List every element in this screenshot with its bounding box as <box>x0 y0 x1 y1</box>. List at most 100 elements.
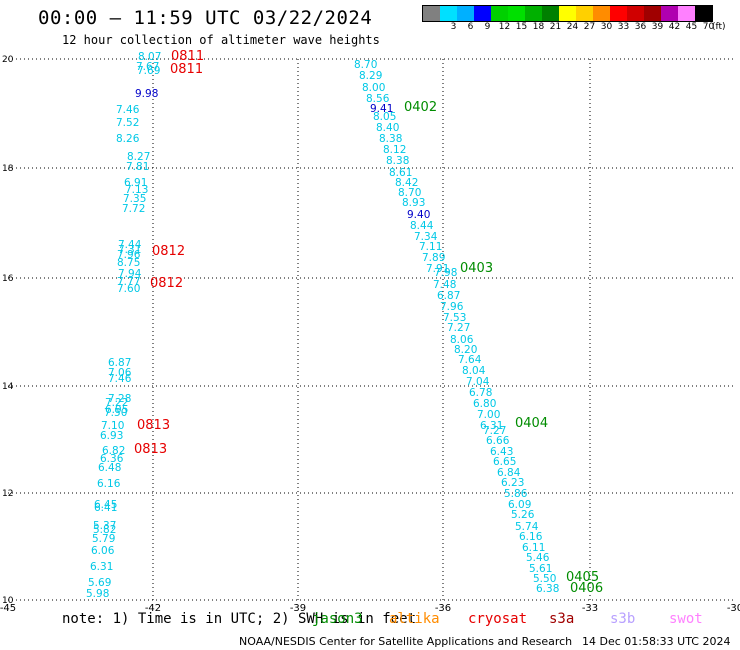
satellite-s3a: s3a <box>549 611 575 627</box>
swh-value-a: 7.35 <box>123 193 146 205</box>
swh-value-b: 7.96 <box>440 301 464 313</box>
legend-label: 33 <box>617 22 630 32</box>
legend-swatch <box>576 6 593 21</box>
legend-label: 24 <box>566 22 579 32</box>
x-tick-label: -45 <box>0 603 16 614</box>
x-tick-label: -36 <box>435 603 451 614</box>
swh-value-b: 5.46 <box>526 552 550 564</box>
swh-value-b: 6.80 <box>473 398 496 410</box>
swh-value-b: 8.04 <box>462 365 486 377</box>
swh-value-b: 8.61 <box>389 167 412 179</box>
swh-value-a: 7.10 <box>101 420 124 432</box>
swh-value-a: 7.46 <box>116 104 140 116</box>
swh-value-b: 7.11 <box>419 241 442 253</box>
legend-label: 30 <box>600 22 613 32</box>
legend-label: 70 <box>702 22 715 32</box>
satellite-jason3: jason3 <box>312 611 363 627</box>
swh-value-a: 7.13 <box>125 184 148 196</box>
y-tick-label: 12 <box>2 489 13 499</box>
swh-value-a: 7.22 <box>105 397 128 409</box>
swh-value-b: 6.09 <box>508 499 531 511</box>
swh-value-b: 7.64 <box>458 354 482 366</box>
swh-value-b: 6.65 <box>493 456 516 468</box>
swh-value-a: 8.07 <box>138 51 161 63</box>
legend-label: 9 <box>484 22 491 32</box>
swh-value-b: 6.23 <box>501 477 524 489</box>
swh-value-b: 6.38 <box>536 583 559 595</box>
legend-swatch <box>457 6 474 21</box>
time-label: 0402 <box>404 100 437 115</box>
swh-value-b: 5.86 <box>504 488 528 500</box>
swh-value-b: 8.38 <box>379 133 402 145</box>
time-label: 0403 <box>460 261 493 276</box>
y-tick-label: 20 <box>2 55 14 65</box>
legend-swatch <box>508 6 525 21</box>
swh-value-a: 8.75 <box>117 257 140 269</box>
legend-label: 21 <box>549 22 562 32</box>
swh-value-b: 8.12 <box>383 144 406 156</box>
legend-unit: (ft) <box>712 22 726 32</box>
swh-value-a: 9.98 <box>135 88 158 100</box>
swh-value-a: 7.52 <box>116 117 139 129</box>
swh-value-a: 6.16 <box>97 478 121 490</box>
x-tick-label: -30 <box>727 603 740 614</box>
swh-value-a: 7.81 <box>126 161 149 173</box>
swh-value-b: 7.27 <box>483 425 506 437</box>
swh-value-b: 5.74 <box>515 521 539 533</box>
legend-swatch <box>525 6 542 21</box>
swh-value-b: 6.31 <box>480 420 503 432</box>
swh-value-b: 8.56 <box>366 93 390 105</box>
swh-value-b: 8.38 <box>386 155 409 167</box>
swh-value-b: 8.70 <box>398 187 421 199</box>
legend-label: 36 <box>634 22 647 32</box>
page-title: 00:00 – 11:59 UTC 03/22/2024 <box>38 7 373 29</box>
swh-value-a: 5.69 <box>88 577 111 589</box>
time-label: 0813 <box>134 442 167 457</box>
swh-value-a: 7.44 <box>118 239 142 251</box>
swh-value-b: 7.89 <box>422 252 445 264</box>
legend-label: 3 <box>450 22 457 32</box>
swh-value-a: 7.60 <box>117 283 140 295</box>
x-tick-label: -33 <box>582 603 598 614</box>
swh-value-b: 7.53 <box>443 312 466 324</box>
legend-swatch <box>678 6 695 21</box>
swh-value-b: 7.91 <box>426 263 449 275</box>
swh-value-a: 7.06 <box>108 367 132 379</box>
swh-value-a: 6.45 <box>94 499 117 511</box>
swh-value-a: 7.94 <box>118 268 142 280</box>
swh-value-b: 7.27 <box>447 322 470 334</box>
swh-value-a: 6.91 <box>124 177 147 189</box>
footer-date: 14 Dec 01:58:33 UTC 2024 <box>582 635 731 648</box>
swh-value-a: 6.41 <box>94 502 117 514</box>
time-label: 0812 <box>150 276 183 291</box>
swh-value-b: 8.44 <box>410 220 434 232</box>
legend-label: 6 <box>467 22 474 32</box>
swh-value-a: 5.79 <box>92 533 115 545</box>
swh-value-a: 6.95 <box>105 404 128 416</box>
color-legend <box>422 5 713 22</box>
swh-value-a: 6.36 <box>100 453 124 465</box>
swh-value-a: 7.50 <box>104 407 127 419</box>
swh-value-a: 5.82 <box>93 524 116 536</box>
swh-value-b: 8.93 <box>402 197 425 209</box>
track-b: 8.708.298.008.569.418.058.408.388.128.38… <box>354 59 559 595</box>
y-tick-label: 16 <box>2 274 14 284</box>
swh-value-b: 6.11 <box>522 542 545 554</box>
x-tick-label: -42 <box>145 603 161 614</box>
swh-value-a: 5.37 <box>93 520 116 532</box>
legend-swatch <box>593 6 610 21</box>
map-ticks: -45 -42 -39 -36 -33 -30 20 18 16 14 12 10 <box>0 55 740 614</box>
swh-value-a: 6.82 <box>102 445 125 457</box>
legend-label: 42 <box>668 22 681 32</box>
swh-value-a: 7.28 <box>108 393 131 405</box>
swh-value-a: 6.87 <box>108 357 131 369</box>
satellite-cryosat: cryosat <box>468 611 528 627</box>
swh-value-b: 8.40 <box>376 122 399 134</box>
swh-value-b: 7.04 <box>466 376 490 388</box>
swh-value-b: 5.61 <box>529 563 552 575</box>
swh-value-b: 8.29 <box>359 70 382 82</box>
satellite-s3b: s3b <box>610 611 636 627</box>
satellite-altika: altika <box>389 611 440 627</box>
legend-swatch <box>559 6 576 21</box>
